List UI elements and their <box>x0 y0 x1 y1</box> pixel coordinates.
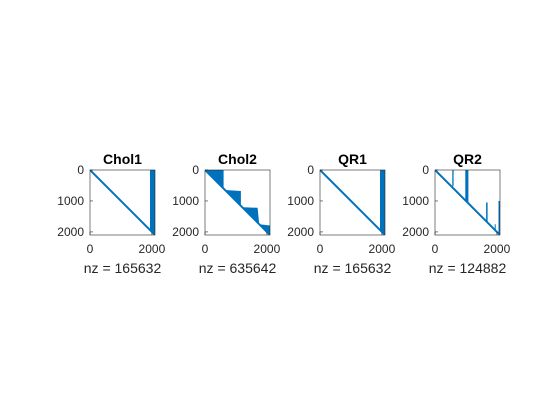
y-tick-label: 2000 <box>57 225 84 239</box>
x-tick-label: 2000 <box>139 242 166 256</box>
y-tick-label: 0 <box>422 163 429 177</box>
nonzero-diagonal <box>320 170 385 235</box>
axes-box <box>319 169 386 236</box>
sparsity-pattern <box>320 170 385 235</box>
x-tick-label: 0 <box>87 242 94 256</box>
nz-label: nz = 165632 <box>84 260 162 276</box>
nz-label: nz = 635642 <box>199 260 277 276</box>
y-tick-label: 1000 <box>57 194 84 208</box>
nonzero-region-1 <box>150 170 155 235</box>
axes-box <box>204 169 271 236</box>
y-tick-label: 0 <box>77 163 84 177</box>
y-tick-label: 1000 <box>172 194 199 208</box>
x-tick-label: 2000 <box>369 242 396 256</box>
nonzero-region-4 <box>498 201 500 235</box>
nonzero-region-1 <box>205 170 270 235</box>
y-tick-label: 1000 <box>402 194 429 208</box>
nz-label: nz = 165632 <box>314 260 392 276</box>
plot-title: Chol1 <box>103 151 142 167</box>
nonzero-region-1 <box>380 170 385 235</box>
nonzero-region-3 <box>486 202 488 223</box>
y-tick-label: 2000 <box>172 225 199 239</box>
nonzero-region-1 <box>452 170 454 188</box>
nonzero-region-5 <box>494 224 496 231</box>
axes-box <box>89 169 156 236</box>
plot-title: QR1 <box>338 151 367 167</box>
x-tick-label: 0 <box>432 242 439 256</box>
x-tick-label: 2000 <box>254 242 281 256</box>
plot-title: QR2 <box>453 151 482 167</box>
y-tick-label: 0 <box>307 163 314 177</box>
sparsity-pattern <box>435 170 500 235</box>
sparsity-pattern <box>205 170 270 235</box>
x-tick-label: 0 <box>317 242 324 256</box>
sparsity-pattern <box>90 170 155 235</box>
y-tick-label: 0 <box>192 163 199 177</box>
y-tick-label: 2000 <box>402 225 429 239</box>
axes-box <box>434 169 501 236</box>
x-tick-label: 2000 <box>484 242 511 256</box>
nonzero-diagonal <box>90 170 155 235</box>
plot-title: Chol2 <box>218 151 257 167</box>
y-tick-label: 1000 <box>287 194 314 208</box>
x-tick-label: 0 <box>202 242 209 256</box>
y-tick-label: 2000 <box>287 225 314 239</box>
nonzero-region-2 <box>465 170 469 204</box>
nz-label: nz = 124882 <box>429 260 507 276</box>
